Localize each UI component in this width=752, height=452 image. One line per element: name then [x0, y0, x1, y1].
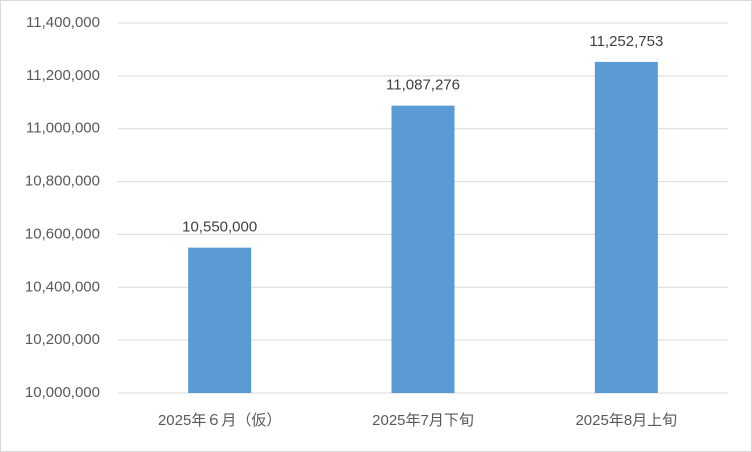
data-label: 10,550,000: [182, 219, 257, 236]
y-tick-label: 11,400,000: [26, 14, 100, 31]
y-tick-label: 11,200,000: [26, 67, 100, 84]
x-tick-label: 2025年7月下旬: [372, 412, 474, 429]
bar: [594, 61, 658, 393]
y-tick-label: 10,600,000: [25, 225, 100, 242]
bar: [391, 105, 455, 393]
x-tick-label: 2025年６月（仮）: [158, 412, 281, 429]
bar: [188, 247, 252, 393]
y-tick-label: 10,000,000: [25, 384, 100, 401]
data-label: 11,252,753: [589, 33, 663, 50]
y-tick-label: 10,800,000: [25, 173, 100, 190]
y-tick-label: 11,000,000: [26, 120, 100, 137]
data-label: 11,087,276: [386, 77, 460, 94]
y-tick-label: 10,200,000: [25, 331, 100, 348]
x-tick-label: 2025年8月上旬: [575, 412, 677, 429]
y-tick-label: 10,400,000: [25, 278, 100, 295]
